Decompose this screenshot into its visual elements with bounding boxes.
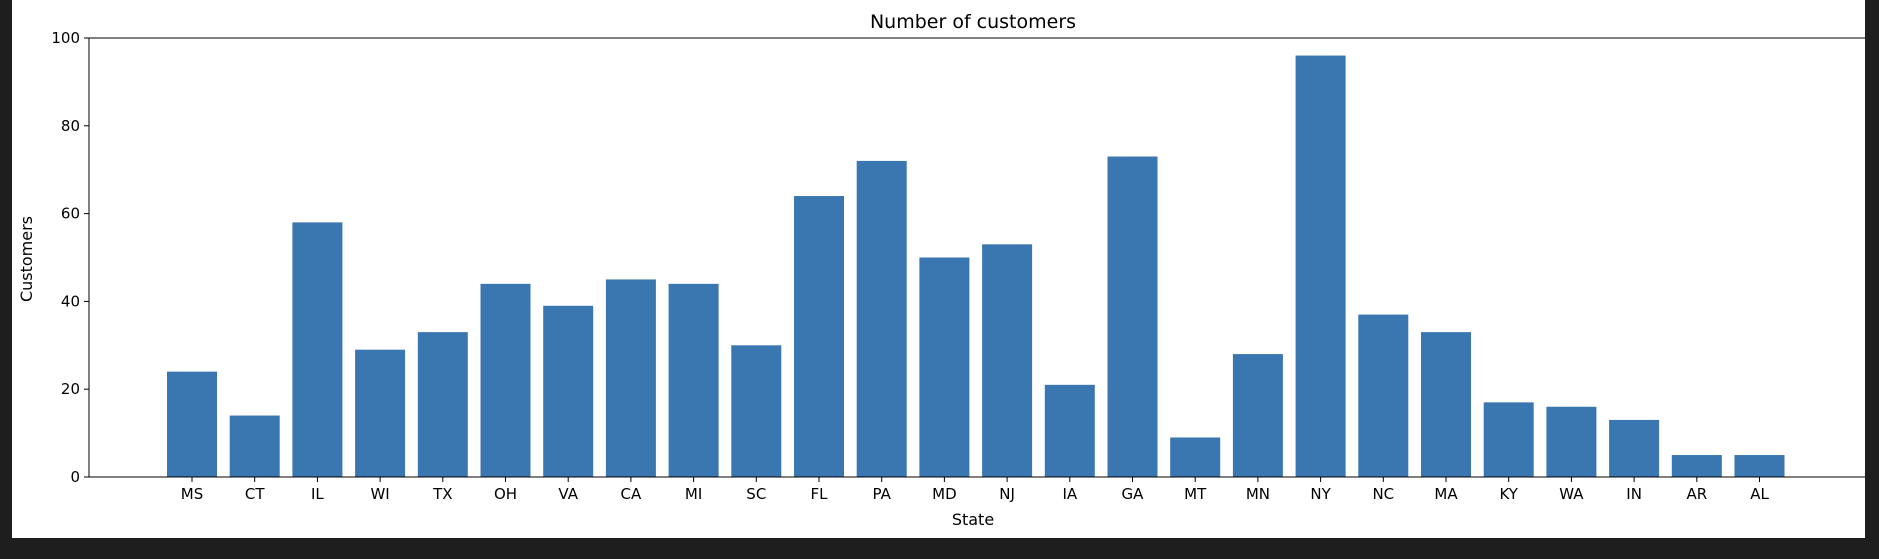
- bar-ma: [1421, 332, 1471, 477]
- bar-nc: [1358, 314, 1409, 477]
- bar-wi: [355, 349, 406, 477]
- bar-va: [543, 305, 594, 477]
- bar-pa: [856, 160, 907, 478]
- x-tick-label: WI: [370, 485, 389, 503]
- chart-figure: Number of customers Customers State 0 20 4…: [12, 0, 1865, 538]
- bar-chart: Number of customers Customers State 0 20 4…: [17, 11, 1865, 529]
- y-tick-label: 0: [70, 468, 80, 486]
- bar-mi: [668, 283, 719, 477]
- bar-ga: [1107, 156, 1158, 477]
- x-axis: MS CT IL WI TX OH VA CA MI SC FL PA MD NJ IA GA MT MN NY NC…: [181, 477, 1769, 503]
- y-tick-label: 40: [61, 292, 80, 310]
- bar-wa: [1546, 406, 1597, 477]
- x-tick-label: WA: [1559, 485, 1584, 503]
- y-tick-label: 80: [61, 117, 80, 135]
- x-tick-label: NC: [1372, 485, 1394, 503]
- bar-sc: [731, 345, 782, 477]
- x-tick-label: NJ: [999, 485, 1015, 503]
- x-tick-label: SC: [746, 485, 766, 503]
- x-tick-label: PA: [873, 485, 892, 503]
- y-tick-label: 100: [51, 29, 80, 47]
- bar-ct: [229, 415, 280, 477]
- bar-mn: [1232, 354, 1283, 477]
- bar-ar: [1671, 455, 1722, 477]
- bar-tx: [417, 332, 468, 477]
- bar-ny: [1295, 55, 1346, 478]
- bar-fl: [794, 196, 844, 478]
- bar-md: [919, 257, 970, 477]
- bar-ia: [1044, 384, 1095, 477]
- bar-ky: [1483, 402, 1534, 477]
- bar-mt: [1170, 437, 1221, 477]
- x-tick-label: FL: [811, 485, 829, 503]
- bar-il: [292, 222, 343, 477]
- bar-in: [1609, 419, 1660, 477]
- x-tick-label: MS: [181, 485, 203, 503]
- plot-frame: [88, 37, 1865, 478]
- x-tick-label: AL: [1750, 485, 1769, 503]
- x-tick-label: MD: [932, 485, 957, 503]
- y-axis-title: Customers: [17, 216, 36, 302]
- bar-nj: [982, 244, 1033, 477]
- bar-ca: [605, 279, 656, 477]
- x-tick-label: AR: [1686, 485, 1707, 503]
- x-tick-label: VA: [558, 485, 578, 503]
- x-tick-label: MI: [685, 485, 702, 503]
- x-tick-label: KY: [1499, 485, 1518, 503]
- bar-al: [1734, 455, 1785, 477]
- chart-title: Number of customers: [870, 11, 1076, 33]
- x-tick-label: CA: [621, 485, 642, 503]
- x-tick-label: MT: [1184, 485, 1207, 503]
- x-tick-label: NY: [1310, 485, 1331, 503]
- x-axis-title: State: [952, 510, 994, 529]
- bar-oh: [480, 283, 531, 477]
- x-tick-label: TX: [432, 485, 452, 503]
- bars-group: [167, 55, 1785, 478]
- x-tick-label: IN: [1626, 485, 1642, 503]
- x-tick-label: IA: [1062, 485, 1077, 503]
- bar-ms: [167, 371, 217, 477]
- x-tick-label: OH: [494, 485, 517, 503]
- x-tick-label: MN: [1246, 485, 1270, 503]
- x-tick-label: IL: [311, 485, 324, 503]
- y-axis: 0 20 40 60 80 100: [51, 29, 89, 486]
- x-tick-label: GA: [1122, 485, 1145, 503]
- y-tick-label: 60: [61, 205, 80, 223]
- x-tick-label: MA: [1434, 485, 1458, 503]
- y-tick-label: 20: [61, 380, 80, 398]
- x-tick-label: CT: [245, 485, 265, 503]
